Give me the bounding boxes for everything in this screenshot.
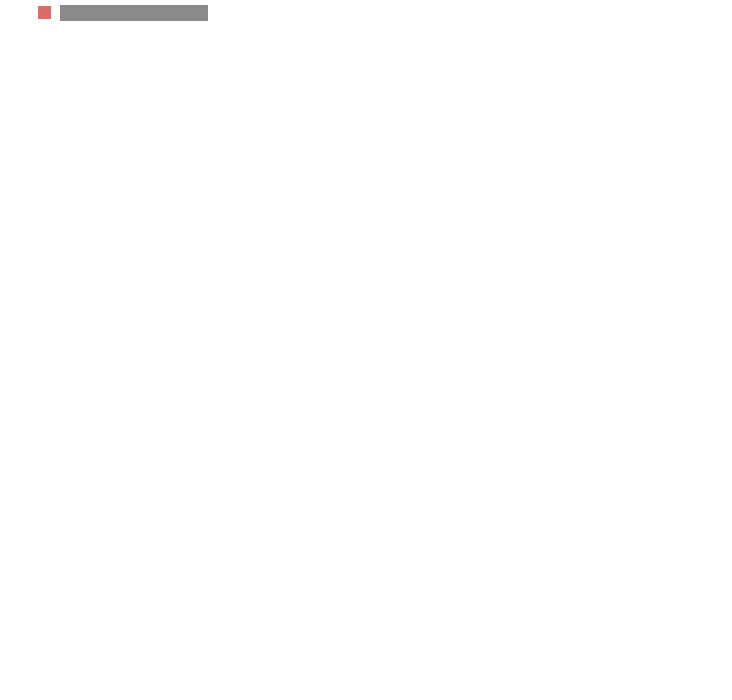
chart-title-accent-square	[38, 6, 51, 19]
chart-title-bar-redacted	[60, 5, 208, 21]
